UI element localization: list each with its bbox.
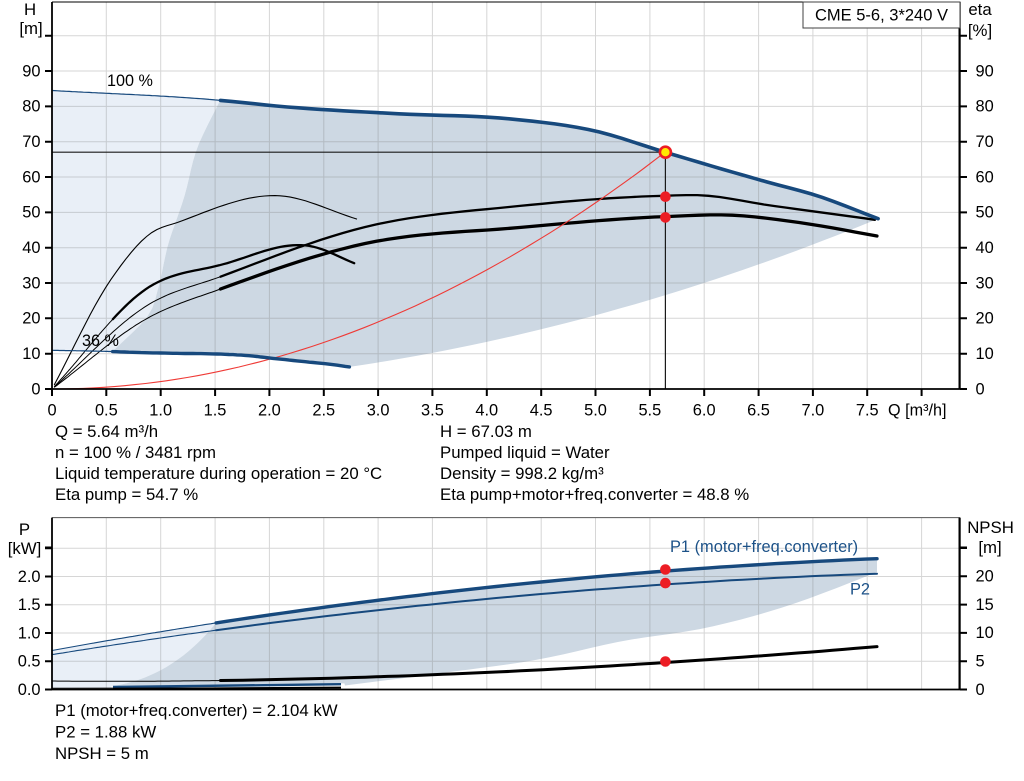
svg-text:Eta pump = 54.7 %: Eta pump = 54.7 % (55, 485, 198, 504)
svg-text:P2 = 1.88 kW: P2 = 1.88 kW (55, 723, 156, 742)
svg-text:H: H (24, 0, 36, 19)
svg-text:50: 50 (976, 204, 994, 222)
svg-text:P1 (motor+freq.converter): P1 (motor+freq.converter) (670, 538, 858, 556)
svg-text:0: 0 (976, 380, 985, 398)
svg-text:0: 0 (976, 681, 985, 699)
svg-text:1.0: 1.0 (18, 624, 41, 642)
svg-text:70: 70 (22, 133, 40, 151)
svg-text:30: 30 (976, 274, 994, 292)
svg-text:1.5: 1.5 (18, 596, 41, 614)
svg-text:30: 30 (22, 274, 40, 292)
svg-text:[m]: [m] (978, 538, 1001, 557)
svg-text:2.0: 2.0 (258, 401, 281, 419)
svg-text:P1 (motor+freq.converter) = 2.: P1 (motor+freq.converter) = 2.104 kW (55, 701, 338, 720)
svg-text:2.0: 2.0 (18, 568, 41, 586)
svg-text:6.5: 6.5 (747, 401, 770, 419)
svg-text:40: 40 (976, 239, 994, 257)
svg-text:Q [m³/h]: Q [m³/h] (888, 401, 946, 419)
svg-text:100 %: 100 % (107, 72, 153, 90)
svg-text:10: 10 (976, 624, 994, 642)
svg-text:5.5: 5.5 (638, 401, 661, 419)
svg-text:1.0: 1.0 (149, 401, 172, 419)
svg-text:20: 20 (976, 568, 994, 586)
svg-text:[%]: [%] (968, 21, 992, 40)
svg-text:80: 80 (976, 98, 994, 116)
svg-text:90: 90 (22, 62, 40, 80)
svg-text:20: 20 (976, 310, 994, 328)
svg-text:Q = 5.64 m³/h: Q = 5.64 m³/h (55, 422, 158, 441)
svg-text:80: 80 (22, 98, 40, 116)
svg-text:4.5: 4.5 (530, 401, 553, 419)
svg-text:CME 5-6, 3*240 V: CME 5-6, 3*240 V (815, 7, 948, 25)
svg-text:eta: eta (968, 0, 992, 19)
svg-text:60: 60 (976, 168, 994, 186)
svg-text:4.0: 4.0 (475, 401, 498, 419)
svg-text:P: P (19, 520, 30, 539)
svg-text:Liquid temperature during oper: Liquid temperature during operation = 20… (55, 464, 382, 483)
svg-text:36 %: 36 % (82, 332, 119, 350)
svg-text:40: 40 (22, 239, 40, 257)
svg-text:7.5: 7.5 (856, 401, 879, 419)
svg-text:7.0: 7.0 (802, 401, 825, 419)
svg-text:[m]: [m] (19, 19, 42, 38)
svg-text:H = 67.03 m: H = 67.03 m (440, 422, 532, 441)
svg-text:70: 70 (976, 133, 994, 151)
svg-text:0.5: 0.5 (18, 653, 41, 671)
svg-text:0.5: 0.5 (95, 401, 118, 419)
svg-text:P2: P2 (850, 581, 870, 599)
svg-text:Pumped liquid = Water: Pumped liquid = Water (440, 443, 610, 462)
svg-text:10: 10 (22, 345, 40, 363)
svg-text:5: 5 (976, 653, 985, 671)
svg-text:1.5: 1.5 (204, 401, 227, 419)
svg-text:50: 50 (22, 204, 40, 222)
svg-text:5.0: 5.0 (584, 401, 607, 419)
svg-text:n = 100 % / 3481 rpm: n = 100 % / 3481 rpm (55, 443, 216, 462)
svg-text:20: 20 (22, 310, 40, 328)
svg-text:Density = 998.2 kg/m³: Density = 998.2 kg/m³ (440, 464, 604, 483)
svg-text:NPSH = 5 m: NPSH = 5 m (55, 744, 149, 763)
svg-text:NPSH: NPSH (967, 518, 1014, 537)
svg-text:2.5: 2.5 (312, 401, 335, 419)
svg-text:3.0: 3.0 (367, 401, 390, 419)
svg-text:Eta pump+motor+freq.converter: Eta pump+motor+freq.converter = 48.8 % (440, 485, 749, 504)
svg-text:60: 60 (22, 168, 40, 186)
svg-text:0: 0 (47, 401, 56, 419)
svg-text:3.5: 3.5 (421, 401, 444, 419)
svg-text:0.0: 0.0 (18, 681, 41, 699)
svg-text:90: 90 (976, 62, 994, 80)
svg-text:[kW]: [kW] (8, 539, 42, 558)
svg-text:10: 10 (976, 345, 994, 363)
svg-text:6.0: 6.0 (693, 401, 716, 419)
svg-text:0: 0 (31, 380, 40, 398)
svg-text:15: 15 (976, 596, 994, 614)
